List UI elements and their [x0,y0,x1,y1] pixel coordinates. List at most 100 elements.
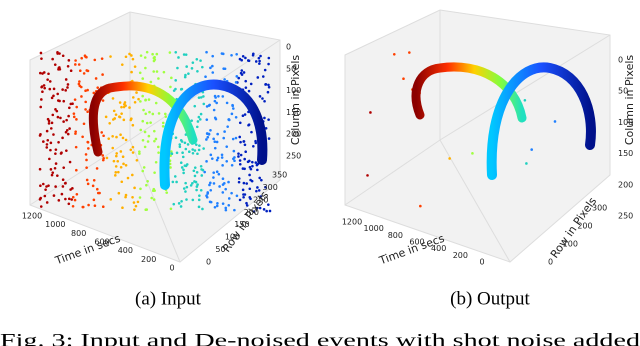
noise-dot [141,169,145,173]
noise-dot [48,157,51,161]
noise-dot [184,190,187,193]
noise-dot [124,138,128,142]
noise-dot [267,62,270,66]
noise-dot [112,159,116,163]
noise-dot [176,66,179,70]
noise-dot [146,140,150,143]
noise-dot [124,195,127,199]
noise-dot [169,207,173,211]
event-trace [159,79,268,190]
noise-dot [157,112,161,115]
noise-dot [72,115,76,119]
noise-dot [264,83,268,86]
noise-dot [257,189,261,192]
noise-dot [67,197,71,201]
noise-dot [195,143,198,146]
noise-dot [256,76,260,79]
noise-dot [56,52,59,55]
noise-dot [199,164,203,168]
noise-dot [221,177,225,181]
noise-dot [178,143,182,146]
noise-dot [553,120,557,123]
noise-dot [122,105,126,109]
noise-dot [67,114,70,118]
noise-dot [120,105,123,109]
noise-dot [107,137,111,140]
y-tick-label: 350 [272,171,287,180]
noise-dot [155,70,159,73]
noise-dot [66,64,70,68]
noise-dot [200,168,203,171]
noise-dot [42,140,45,143]
noise-dot [190,67,194,70]
noise-dot [39,205,43,208]
noise-dot [251,160,254,164]
noise-dot [51,57,54,61]
noise-dot [133,186,136,190]
noise-dot [182,168,185,172]
noise-dot [117,191,121,195]
z-tick-label: 50 [618,87,628,96]
noise-dot [174,51,178,54]
noise-dot [193,174,197,178]
x-tick-label: 1200 [22,212,42,221]
noise-dot [132,201,136,204]
noise-dot [95,167,99,170]
noise-dot [43,194,47,198]
z-tick-label: 0 [618,56,623,65]
noise-dot [195,188,198,192]
subfigure-caption: (b) Output [450,288,530,309]
y-tick-label: 200 [577,222,592,231]
event-trace [486,62,596,180]
noise-dot [199,59,202,62]
noise-dot [61,54,65,58]
noise-dot [169,85,172,89]
noise-dot [230,53,233,57]
noise-dot [195,185,199,188]
noise-dot [240,58,243,62]
noise-dot [69,69,73,73]
noise-dot [114,165,118,168]
noise-dot [133,208,136,211]
y-tick-label: 100 [225,233,240,242]
noise-dot [250,130,253,134]
noise-dot [56,99,60,102]
noise-dot [234,81,238,84]
noise-dot [118,101,122,104]
noise-dot [145,50,149,54]
x-tick-label: 1200 [342,218,362,227]
noise-dot [144,66,147,70]
noise-dot [91,184,95,188]
noise-dot [68,127,71,130]
noise-dot [205,118,209,121]
noise-dot [152,59,156,63]
noise-dot [185,185,189,189]
noise-dot [182,53,186,56]
noise-dot [65,118,68,122]
noise-dot [223,130,226,133]
y-tick-label: 50 [215,245,225,254]
noise-dot [147,98,151,101]
noise-dot [173,175,177,178]
y-tick-label: 250 [253,195,268,204]
noise-dot [263,99,266,103]
noise-dot [139,54,143,57]
noise-dot [180,87,184,91]
noise-dot [115,135,118,139]
noise-dot [75,192,79,196]
noise-dot [71,195,75,199]
noise-dot [113,117,117,120]
noise-dot [84,89,87,93]
noise-dot [237,76,241,80]
x-tick-label: 1000 [363,224,383,233]
noise-dot [168,51,172,54]
z-tick-label: 100 [286,86,301,95]
noise-dot [73,98,77,101]
noise-dot [234,115,238,119]
noise-dot [201,65,204,69]
noise-dot [41,72,44,75]
noise-dot [47,119,51,123]
noise-dot [530,148,533,151]
x-tick-label: 200 [453,251,468,260]
noise-dot [263,68,267,72]
